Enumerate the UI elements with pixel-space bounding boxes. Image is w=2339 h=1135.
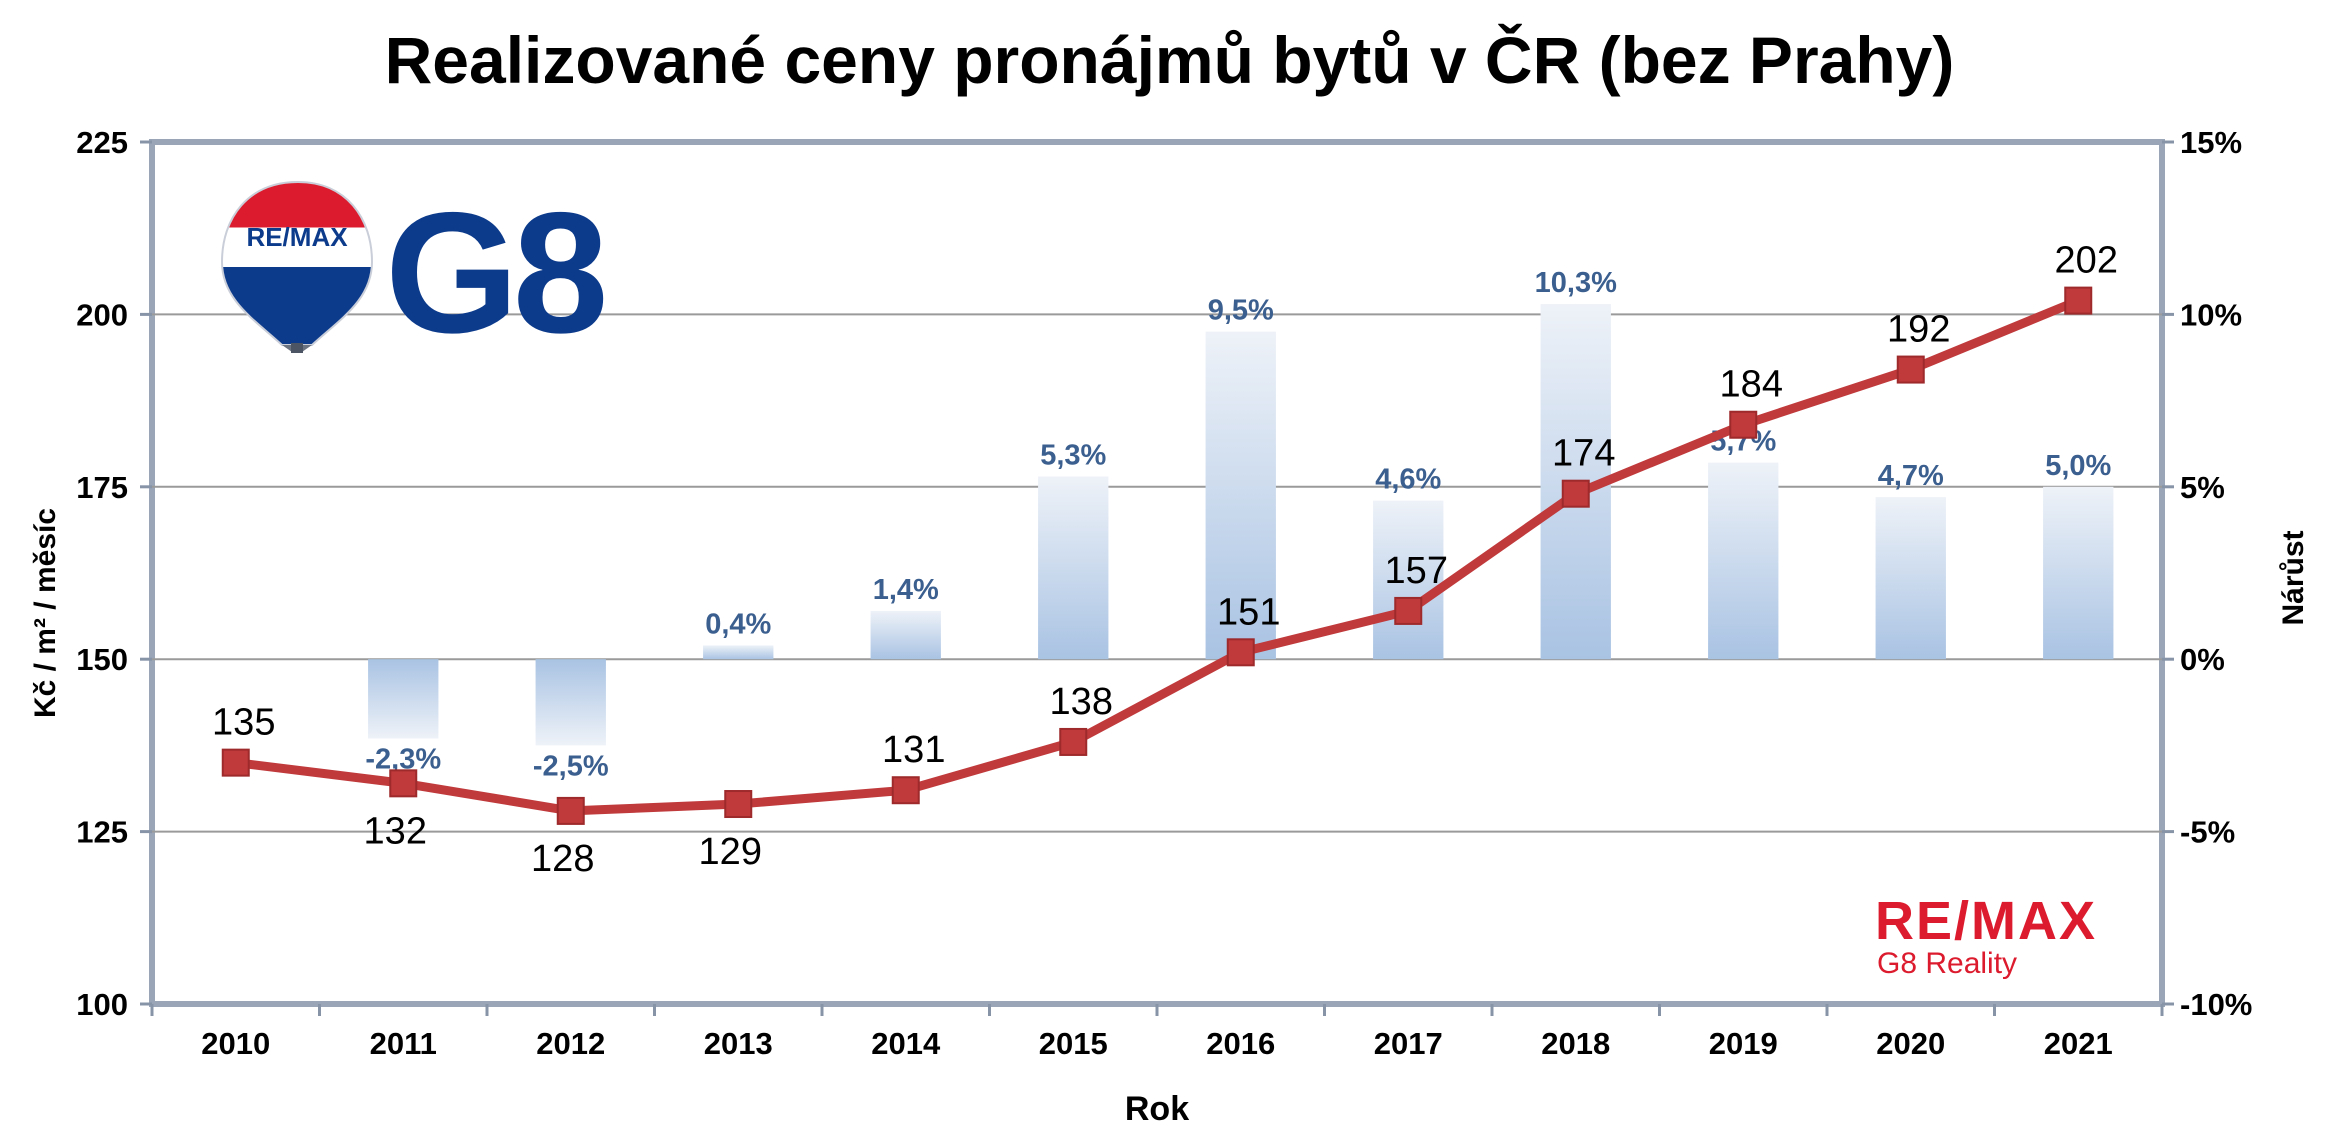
x-tick-label: 2020 xyxy=(1876,1026,1945,1061)
x-tick-label: 2014 xyxy=(871,1026,941,1061)
growth-bar xyxy=(1875,497,1946,660)
price-marker xyxy=(1729,410,1758,439)
price-label: 174 xyxy=(1552,433,1615,475)
remax-wordmark: RE/MAX xyxy=(1875,891,2097,951)
x-axis-ticks: 2010 2011 2012 2013 2014 2015 2016 2017 2018 2019… xyxy=(201,1026,2112,1061)
price-label: 132 xyxy=(364,810,427,852)
right-axis-ticks: -10% -5% 0% 5% 10% 15% xyxy=(2180,125,2252,1022)
balloon-label: RE/MAX xyxy=(246,222,348,252)
price-label: 135 xyxy=(212,702,275,744)
growth-bar-label: 1,4% xyxy=(873,574,939,606)
chart-title: Realizované ceny pronájmů bytů v ČR (bez… xyxy=(384,23,1955,97)
growth-bar-label: 4,7% xyxy=(1878,460,1944,492)
growth-bars xyxy=(368,304,2114,746)
g8-logo: G8 xyxy=(385,177,604,369)
growth-bar-label: 9,5% xyxy=(1208,295,1274,327)
price-label: 192 xyxy=(1887,309,1950,351)
price-label: 184 xyxy=(1720,364,1783,406)
left-axis-ticks: 100 125 150 175 200 225 xyxy=(76,125,128,1022)
x-tick-label: 2011 xyxy=(370,1026,437,1061)
price-label: 131 xyxy=(882,729,945,771)
price-label: 128 xyxy=(531,838,594,880)
growth-bar-label: 5,3% xyxy=(1040,439,1106,471)
price-line xyxy=(221,286,2093,825)
left-tick-label: 100 xyxy=(76,987,128,1022)
price-marker xyxy=(724,790,753,819)
grid-lines xyxy=(152,313,2162,833)
right-tick-label: 10% xyxy=(2180,297,2242,332)
x-tick-label: 2019 xyxy=(1709,1026,1778,1061)
price-marker xyxy=(1059,727,1088,756)
right-tick-label: 5% xyxy=(2180,470,2225,505)
price-marker xyxy=(891,776,920,805)
price-marker xyxy=(1561,479,1590,508)
growth-bar-label: 10,3% xyxy=(1535,267,1617,299)
price-marker xyxy=(2064,286,2093,315)
growth-bar-labels: -2,3% -2,5%0,4%1,4%5,3%9,5%4,6%10,3%5,7%4… xyxy=(365,267,2111,782)
price-marker xyxy=(221,748,250,777)
right-tick-label: 15% xyxy=(2180,125,2242,160)
growth-bar xyxy=(535,659,606,746)
price-labels: 135 132 128 129 131 138 151 157 174 184 192 202 xyxy=(212,240,2118,880)
growth-bar xyxy=(1708,462,1779,660)
right-tick-label: -10% xyxy=(2180,987,2252,1022)
price-line-path xyxy=(235,296,2080,816)
left-tick-label: 200 xyxy=(76,297,128,332)
x-tick-label: 2016 xyxy=(1206,1026,1275,1061)
growth-bar-label: 4,6% xyxy=(1375,464,1441,496)
x-tick-label: 2013 xyxy=(704,1026,773,1061)
growth-bar xyxy=(1205,331,1276,660)
right-tick-label: -5% xyxy=(2180,815,2235,850)
y-axis-left-title: Kč / m² / měsíc xyxy=(29,508,62,718)
x-axis-title: Rok xyxy=(1125,1090,1189,1128)
growth-bar xyxy=(368,659,439,739)
plot-area xyxy=(149,139,2165,1007)
growth-bar xyxy=(1038,476,1109,660)
price-marker xyxy=(1896,355,1925,384)
price-marker xyxy=(1394,596,1423,625)
price-marker xyxy=(556,796,585,825)
left-tick-label: 175 xyxy=(76,470,128,505)
price-marker xyxy=(1226,638,1255,667)
price-label: 202 xyxy=(2055,240,2118,282)
growth-bar-label: -2,5% xyxy=(533,750,609,782)
x-tick-label: 2018 xyxy=(1541,1026,1610,1061)
x-tick-label: 2015 xyxy=(1039,1026,1108,1061)
price-marker xyxy=(389,769,418,798)
price-label: 129 xyxy=(699,831,762,873)
x-tick-label: 2012 xyxy=(536,1026,605,1061)
price-label: 138 xyxy=(1050,681,1113,723)
left-tick-label: 225 xyxy=(76,125,128,160)
remax-balloon-logo: RE/MAX xyxy=(220,180,374,353)
x-tick-label: 2021 xyxy=(2044,1026,2113,1061)
growth-bar xyxy=(703,645,774,660)
x-tick-label: 2010 xyxy=(201,1026,270,1061)
growth-bar xyxy=(2043,486,2114,660)
left-tick-label: 125 xyxy=(76,815,128,850)
y-axis-right-title: Nárůst xyxy=(2277,530,2310,625)
left-tick-label: 150 xyxy=(76,642,128,677)
growth-bar-label: 0,4% xyxy=(705,608,771,640)
g8-reality-label: G8 Reality xyxy=(1877,947,2017,980)
right-tick-label: 0% xyxy=(2180,642,2225,677)
growth-bar-label: 5,0% xyxy=(2045,450,2111,482)
growth-bar xyxy=(1373,500,1444,660)
x-tick-label: 2017 xyxy=(1374,1026,1443,1061)
axes xyxy=(140,140,2174,1016)
price-label: 157 xyxy=(1385,550,1448,592)
growth-bar xyxy=(870,610,941,660)
price-label: 151 xyxy=(1217,591,1280,633)
